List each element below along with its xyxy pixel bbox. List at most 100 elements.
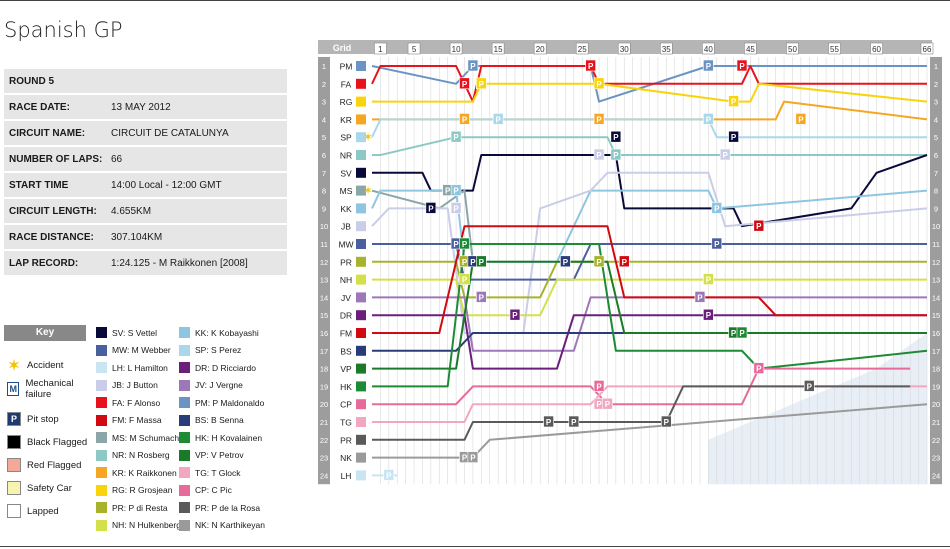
driver-legend-label: VP: V Petrov	[195, 450, 244, 460]
pit-stop-letter: P	[386, 471, 392, 480]
position-number: 24	[320, 471, 328, 480]
position-number: 15	[320, 311, 328, 320]
key-label: Mechanical failure	[25, 378, 74, 400]
position-number: 19	[320, 382, 328, 391]
pit-stop-marker	[610, 148, 622, 161]
grid-driver-swatch	[356, 78, 366, 89]
driver-line-pr	[372, 260, 927, 299]
position-number: 7	[934, 169, 938, 178]
pit-stop-letter: P	[462, 80, 468, 89]
position-number: 14	[932, 293, 940, 302]
pit-stop-marker	[467, 451, 479, 463]
driver-swatch	[179, 397, 190, 408]
driver-swatch	[179, 502, 190, 513]
driver-legend-item: DR: D Ricciardo	[179, 362, 256, 373]
position-number: 12	[320, 258, 328, 267]
driver-legend-item: NH: N Hulkenberg	[96, 519, 181, 531]
key-item: P Pit stop	[4, 412, 92, 426]
pit-stop-marker	[425, 202, 437, 214]
pit-stop-marker	[728, 95, 739, 107]
lap-tick-box	[702, 42, 715, 55]
driver-swatch	[179, 379, 190, 391]
position-number: 10	[320, 222, 328, 231]
pit-stop-marker	[560, 255, 571, 268]
pit-stop-letter: P	[479, 80, 485, 89]
lap-tick-label: 35	[662, 45, 671, 54]
position-number: 20	[320, 400, 328, 409]
grid-driver-swatch	[356, 203, 366, 214]
grid-driver-label: VP	[340, 364, 352, 374]
pit-stop-letter: P	[731, 98, 737, 107]
driver-legend-label: SP: S Perez	[195, 345, 242, 355]
lap-tick-box	[660, 42, 673, 55]
key-item: ✶ Accident	[4, 357, 92, 373]
driver-legend-label: RG: R Grosjean	[112, 485, 173, 495]
pit-stop-letter: P	[596, 400, 602, 409]
driver-legend-item: LH: L Hamilton	[96, 362, 168, 373]
grid-driver-swatch	[356, 399, 366, 410]
pit-stop-letter: P	[596, 80, 602, 89]
grid-driver-swatch	[356, 96, 366, 107]
key-item: Red Flagged	[4, 458, 92, 472]
position-number: 18	[320, 365, 328, 374]
pit-stop-marker	[585, 59, 596, 72]
pit-stop-letter: P	[546, 418, 552, 427]
position-number: 4	[934, 115, 938, 124]
position-number: 9	[322, 204, 326, 213]
driver-legend-item: KR: K Raikkonen	[96, 467, 177, 478]
grid-driver-label: JB	[341, 222, 351, 232]
pit-stop-marker	[719, 148, 731, 161]
lap-tick-label: 1	[378, 45, 383, 54]
position-number: 20	[932, 400, 940, 409]
info-value: 1:24.125 - M Raikkonen [2008]	[111, 257, 248, 269]
pit-stop-marker	[753, 219, 765, 232]
pit-stop-marker	[593, 380, 605, 392]
pit-stop-marker	[492, 113, 504, 125]
lap-tick-box	[491, 42, 505, 55]
pit-stop-letter: P	[453, 204, 459, 213]
grid-driver-label: KK	[340, 204, 352, 214]
lap-tick-label: 40	[704, 45, 713, 54]
info-row: LAP RECORD: 1:24.125 - M Raikkonen [2008]	[4, 251, 287, 275]
position-number: 6	[934, 151, 938, 160]
driver-legend-item: NR: N Rosberg	[96, 449, 170, 461]
pit-stop-marker	[753, 362, 765, 374]
driver-swatch	[96, 397, 107, 408]
lap-tick-box	[617, 42, 631, 55]
lap-tick-label: 10	[452, 45, 461, 54]
pit-stop-letter: P	[462, 258, 468, 267]
position-number: 13	[320, 276, 328, 285]
pit-stop-icon: P	[7, 412, 21, 426]
pit-stop-letter: P	[470, 258, 476, 267]
lap-tick-box	[407, 42, 421, 55]
driver-legend-label: LH: L Hamilton	[112, 362, 168, 373]
driver-legend-item: CP: C Pic	[179, 484, 232, 496]
pit-stop-marker	[736, 326, 748, 339]
driver-legend-label: PR: P de la Rosa	[195, 502, 261, 513]
pit-stop-letter: P	[462, 240, 468, 249]
driver-line-sv	[372, 154, 928, 228]
grid-driver-swatch	[356, 345, 366, 356]
position-number: 7	[322, 169, 326, 178]
driver-swatch	[96, 484, 107, 496]
pit-stop-letter: P	[605, 400, 611, 409]
pit-stop-marker	[593, 255, 605, 268]
driver-legend-label: TG: T Glock	[195, 467, 241, 478]
pit-stop-letter: P	[714, 240, 720, 249]
info-value: 4.655KM	[111, 205, 152, 217]
pit-stop-letter: P	[798, 115, 804, 124]
lap-tick-box	[870, 42, 883, 55]
driver-legend-item: PR: P de la Rosa	[179, 502, 260, 513]
position-number: 12	[932, 258, 940, 267]
key-label: Accident	[27, 359, 64, 371]
driver-swatch	[96, 379, 107, 391]
key-label: Pit stop	[27, 413, 59, 425]
pit-stop-letter: P	[756, 222, 762, 231]
driver-swatch	[96, 414, 107, 426]
info-row: ROUND 5	[4, 69, 287, 93]
info-value: CIRCUIT DE CATALUNYA	[111, 127, 229, 139]
lap-tick-box	[374, 42, 387, 55]
position-number: 6	[322, 151, 326, 160]
pit-stop-marker	[618, 255, 630, 268]
